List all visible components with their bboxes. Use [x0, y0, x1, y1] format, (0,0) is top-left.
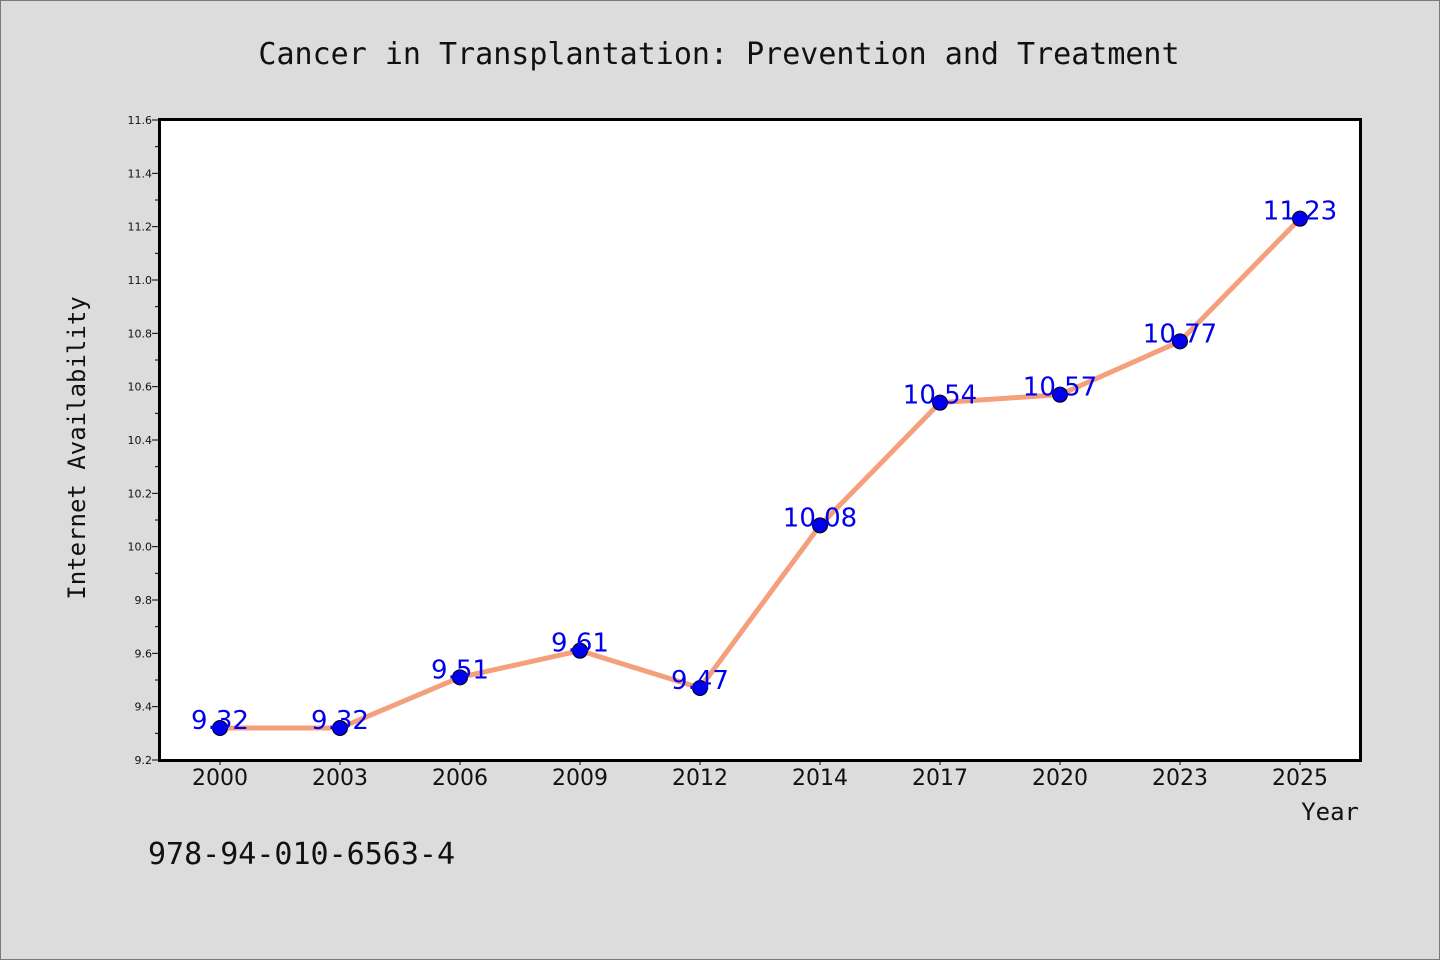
data-label: 9.32 — [191, 706, 249, 736]
y-tick-label: 9.8 — [135, 594, 153, 607]
y-tick-label: 9.2 — [135, 754, 153, 767]
data-label: 9.47 — [671, 666, 729, 696]
data-point — [1292, 210, 1308, 227]
x-tick-label: 2023 — [1152, 766, 1208, 791]
y-tick-label: 11.6 — [128, 114, 153, 127]
y-tick-label: 9.4 — [135, 701, 153, 714]
y-tick-label: 10.6 — [128, 381, 153, 394]
y-tick-label: 11.2 — [128, 221, 153, 234]
data-label: 10.08 — [783, 503, 857, 533]
y-tick-label: 10.8 — [128, 327, 153, 340]
y-tick-label: 10.4 — [128, 434, 153, 447]
x-tick-label: 2000 — [192, 766, 248, 791]
data-point — [212, 720, 228, 736]
y-tick-label: 10.0 — [128, 541, 153, 554]
y-axis: 9.2 9.4 9.6 9.8 10.0 10.2 10.4 10.6 10.8 11.0 11.2… — [128, 114, 160, 767]
x-tick-label: 2014 — [792, 766, 848, 791]
data-point — [1052, 386, 1068, 403]
data-point — [1172, 333, 1188, 350]
data-label: 11.23 — [1263, 197, 1337, 227]
y-tick-label: 9.6 — [135, 647, 153, 660]
x-tick-label: 2020 — [1032, 766, 1088, 791]
x-axis: 2000 2003 2006 2009 2012 2014 2017 2020 2023 2025 — [192, 760, 1328, 791]
data-labels: 9.32 9.32 9.51 9.61 9.47 10.08 10.54 10.57 10.77… — [191, 197, 1337, 736]
y-axis-label: Internet Availability — [63, 296, 91, 599]
x-tick-label: 2017 — [912, 766, 968, 791]
data-label: 10.77 — [1143, 319, 1217, 349]
data-label: 9.61 — [551, 629, 609, 659]
chart-title: Cancer in Transplantation: Prevention an… — [258, 37, 1179, 72]
data-label: 9.32 — [311, 706, 369, 736]
data-label: 10.54 — [903, 381, 977, 411]
data-label: 9.51 — [431, 655, 489, 685]
series-line — [220, 216, 1302, 731]
y-tick-label: 10.2 — [128, 487, 153, 500]
data-label: 10.57 — [1023, 373, 1097, 403]
y-tick-label: 11.0 — [128, 274, 153, 287]
footer-code: 978-94-010-6563-4 — [148, 837, 455, 872]
data-point — [332, 720, 348, 736]
y-tick-label: 11.4 — [128, 167, 153, 180]
data-point — [932, 394, 948, 411]
x-tick-label: 2009 — [552, 766, 608, 791]
x-tick-label: 2006 — [432, 766, 488, 791]
x-axis-label: Year — [1301, 798, 1359, 826]
data-point — [692, 680, 708, 696]
data-markers — [212, 210, 1308, 736]
plot-area — [158, 118, 1362, 762]
data-point — [572, 642, 588, 659]
data-point — [812, 517, 828, 534]
data-point — [452, 669, 468, 686]
x-tick-label: 2012 — [672, 766, 728, 791]
x-tick-label: 2025 — [1272, 766, 1328, 791]
x-tick-label: 2003 — [312, 766, 368, 791]
